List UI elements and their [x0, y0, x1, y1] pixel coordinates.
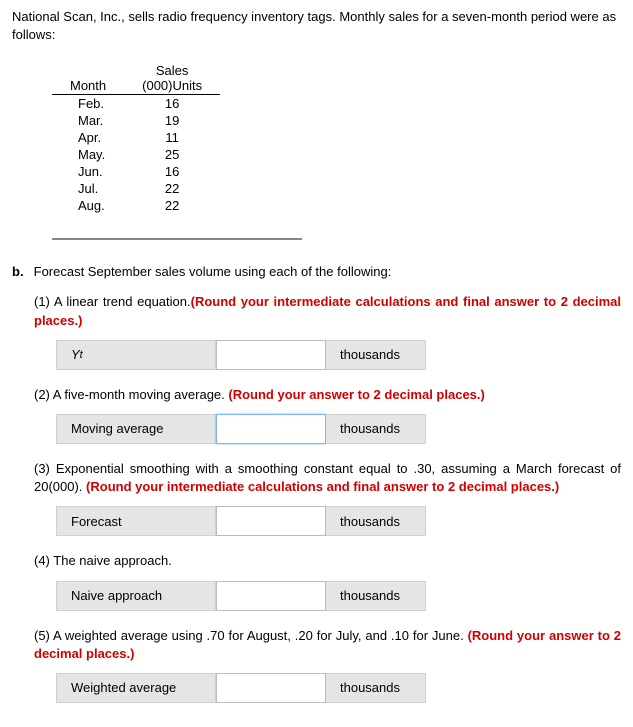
q3-note: (Round your intermediate calculations an… [86, 479, 559, 494]
question-5: (5) A weighted average using .70 for Aug… [34, 627, 621, 703]
q3-unit: thousands [326, 506, 426, 536]
table-row: Jul.22 [52, 180, 220, 197]
sales-table: Month Sales (000)Units Feb.16 Mar.19 Apr… [52, 62, 220, 214]
q3-answer-input[interactable] [216, 506, 326, 536]
q2-num: (2) [34, 387, 50, 402]
q1-text: A linear trend equation. [54, 294, 191, 309]
q3-num: (3) [34, 461, 50, 476]
q2-unit: thousands [326, 414, 426, 444]
col-header-month: Month [52, 62, 124, 95]
q4-answer-input[interactable] [216, 581, 326, 611]
table-row: Jun.16 [52, 163, 220, 180]
q2-note: (Round your answer to 2 decimal places.) [228, 387, 484, 402]
q5-answer-input[interactable] [216, 673, 326, 703]
q4-text: The naive approach. [53, 553, 172, 568]
table-divider [52, 238, 302, 240]
question-2: (2) A five-month moving average. (Round … [34, 386, 621, 444]
q4-answer-label: Naive approach [56, 581, 216, 611]
q2-text: A five-month moving average. [53, 387, 229, 402]
q2-answer-input[interactable] [216, 414, 326, 444]
q4-unit: thousands [326, 581, 426, 611]
part-b-heading: b. Forecast September sales volume using… [12, 264, 621, 279]
q1-num: (1) [34, 294, 50, 309]
q1-answer-label: Yt [56, 340, 216, 370]
table-row: May.25 [52, 146, 220, 163]
q3-answer-label: Forecast [56, 506, 216, 536]
q5-unit: thousands [326, 673, 426, 703]
intro-text: National Scan, Inc., sells radio frequen… [12, 8, 621, 44]
q5-answer-label: Weighted average [56, 673, 216, 703]
table-row: Feb.16 [52, 95, 220, 113]
table-row: Aug.22 [52, 197, 220, 214]
col-header-sales: Sales (000)Units [124, 62, 220, 95]
question-4: (4) The naive approach. Naive approach t… [34, 552, 621, 610]
table-row: Mar.19 [52, 112, 220, 129]
q2-answer-label: Moving average [56, 414, 216, 444]
question-3: (3) Exponential smoothing with a smoothi… [34, 460, 621, 536]
q5-text: A weighted average using .70 for August,… [53, 628, 468, 643]
q1-unit: thousands [326, 340, 426, 370]
q4-num: (4) [34, 553, 50, 568]
q1-answer-input[interactable] [216, 340, 326, 370]
q5-num: (5) [34, 628, 50, 643]
table-row: Apr.11 [52, 129, 220, 146]
question-1: (1) A linear trend equation.(Round your … [34, 293, 621, 369]
